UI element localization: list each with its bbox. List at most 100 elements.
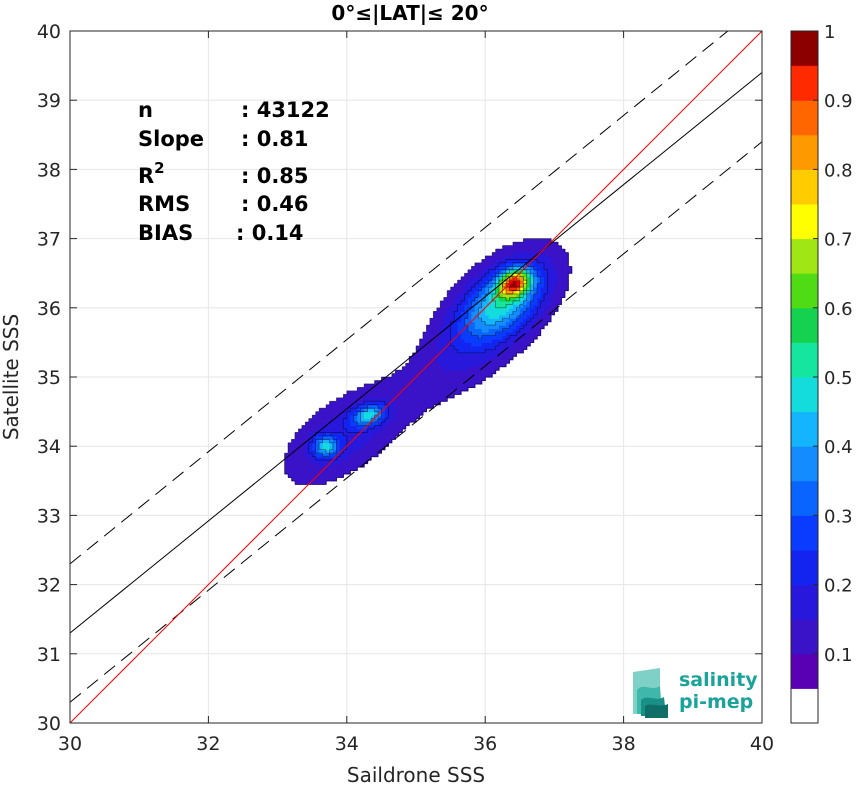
density-cell xyxy=(357,428,362,433)
density-cell xyxy=(381,415,386,420)
density-cell xyxy=(405,404,410,409)
density-cell xyxy=(492,325,497,330)
density-cell xyxy=(426,335,431,340)
density-cell xyxy=(485,363,490,368)
density-cell xyxy=(343,442,348,447)
density-cell xyxy=(478,325,483,330)
density-cell xyxy=(512,252,517,257)
density-cell xyxy=(454,383,459,388)
density-cell xyxy=(492,307,497,312)
density-cell xyxy=(460,352,466,357)
density-cell xyxy=(533,280,538,285)
stat-r2-base: R xyxy=(138,164,154,188)
density-cell xyxy=(540,238,545,243)
density-cell xyxy=(492,363,497,368)
density-cell xyxy=(492,293,497,299)
density-cell xyxy=(391,380,396,385)
density-cell xyxy=(471,352,476,357)
colorbar-tick-label: 0.8 xyxy=(824,160,853,181)
density-cell xyxy=(357,397,362,402)
density-cell xyxy=(360,411,365,416)
density-cell xyxy=(412,397,417,402)
density-cell xyxy=(474,304,479,309)
density-cell xyxy=(436,377,441,382)
density-cell xyxy=(454,314,459,319)
density-cell xyxy=(481,349,486,354)
density-cell xyxy=(495,342,500,347)
density-cell xyxy=(457,293,462,299)
density-cell xyxy=(516,304,521,309)
density-cell xyxy=(516,259,521,264)
density-cell xyxy=(360,442,365,447)
density-cell xyxy=(474,307,479,312)
density-cell xyxy=(499,311,504,316)
density-cell xyxy=(454,338,459,343)
density-cell xyxy=(388,383,393,388)
density-cell xyxy=(557,280,562,285)
density-cell xyxy=(339,401,344,406)
density-cell xyxy=(533,321,538,326)
density-cell xyxy=(516,252,521,257)
density-cell xyxy=(450,314,455,319)
density-cell xyxy=(557,266,562,271)
density-cell xyxy=(440,377,445,382)
density-cell xyxy=(454,342,459,347)
density-cell xyxy=(412,390,417,395)
density-cell xyxy=(319,463,324,468)
density-cell xyxy=(329,425,334,430)
density-cell xyxy=(443,377,448,382)
density-cell xyxy=(443,335,448,340)
density-cell xyxy=(422,380,427,385)
density-cell xyxy=(364,435,369,440)
density-cell xyxy=(481,345,486,350)
density-cell xyxy=(322,446,327,451)
density-cell xyxy=(332,439,338,444)
density-cell xyxy=(544,304,549,309)
density-cell xyxy=(481,338,486,343)
density-cell xyxy=(357,390,362,395)
density-cell xyxy=(512,245,517,250)
density-cell xyxy=(478,328,483,333)
density-cell xyxy=(447,300,452,305)
density-cell xyxy=(499,273,504,278)
density-cell xyxy=(512,255,517,260)
density-cell xyxy=(402,370,407,375)
density-cell xyxy=(371,408,376,413)
density-cell xyxy=(471,300,476,305)
density-cell xyxy=(433,311,438,316)
density-cell xyxy=(329,401,334,406)
density-cell xyxy=(329,456,334,461)
density-cell xyxy=(395,432,400,437)
density-cell xyxy=(547,307,552,312)
density-cell xyxy=(409,387,414,392)
density-cell xyxy=(433,387,438,392)
colorbar-band xyxy=(791,550,818,586)
density-cell xyxy=(464,342,469,347)
density-cell xyxy=(339,466,344,472)
density-cell xyxy=(447,359,452,364)
density-cell xyxy=(537,328,542,333)
density-cell xyxy=(454,332,459,337)
density-cell xyxy=(377,383,382,388)
density-cell xyxy=(526,321,531,326)
density-cell xyxy=(353,394,358,399)
density-cell xyxy=(467,383,472,388)
density-cell xyxy=(367,404,372,409)
density-cell xyxy=(519,262,524,267)
density-cell xyxy=(381,383,386,388)
density-cell xyxy=(284,456,289,461)
stat-rms-label: RMS xyxy=(138,192,190,216)
density-cell xyxy=(554,252,559,257)
density-cell xyxy=(537,307,542,312)
density-cell xyxy=(339,453,344,458)
density-cell xyxy=(523,325,528,330)
density-cell xyxy=(364,446,369,451)
density-cell xyxy=(471,332,476,337)
density-cell xyxy=(443,397,448,402)
density-cell xyxy=(312,435,317,440)
density-cell xyxy=(485,314,490,319)
density-cell xyxy=(301,435,306,440)
density-cell xyxy=(505,248,511,254)
density-cell xyxy=(564,259,569,264)
density-cell xyxy=(550,300,555,305)
